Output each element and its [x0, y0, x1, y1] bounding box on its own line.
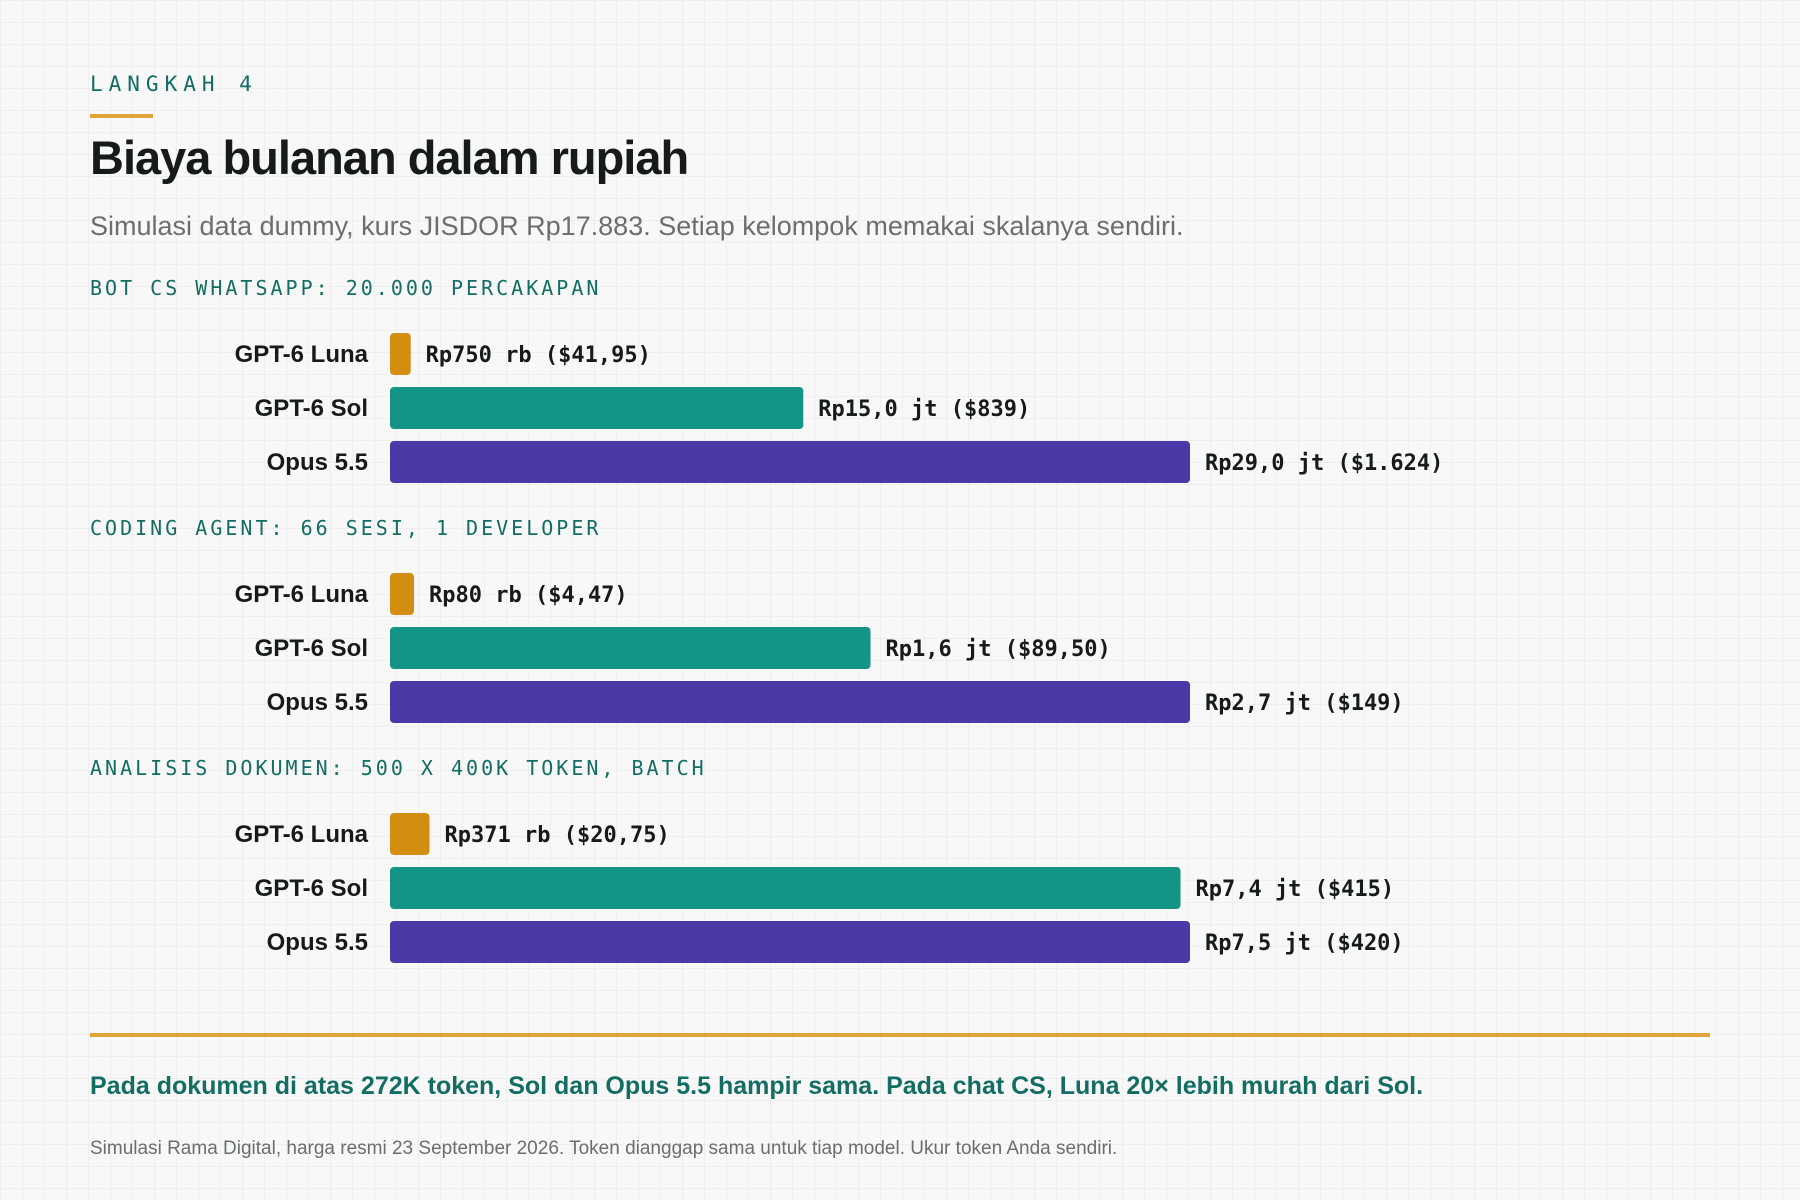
bar-category-label: Opus 5.5 [267, 689, 368, 716]
page: LANGKAH 4 Biaya bulanan dalam rupiah Sim… [90, 0, 1710, 1200]
bar-category-label: GPT-6 Luna [235, 581, 369, 608]
bar-category-label: GPT-6 Sol [255, 635, 368, 662]
group-title: BOT CS WHATSAPP: 20.000 PERCAKAPAN [90, 276, 601, 300]
bar [390, 627, 871, 669]
bar-value-label: Rp7,4 jt ($415) [1195, 877, 1394, 902]
bar-value-label: Rp1,6 jt ($89,50) [886, 637, 1111, 662]
bar-value-label: Rp2,7 jt ($149) [1205, 691, 1404, 716]
bar [390, 813, 430, 855]
bar-chart: BOT CS WHATSAPP: 20.000 PERCAKAPAN GPT-6 … [90, 270, 1710, 970]
footnote-text: Simulasi Rama Digital, harga resmi 23 Se… [90, 1138, 1118, 1159]
bar [390, 387, 804, 429]
bar-value-label: Rp750 rb ($41,95) [426, 343, 651, 368]
bar-value-label: Rp29,0 jt ($1.624) [1205, 451, 1443, 476]
bar-category-label: GPT-6 Sol [255, 875, 368, 902]
footer-rule [90, 1033, 1710, 1037]
bar-category-label: GPT-6 Sol [255, 395, 368, 422]
bar [390, 333, 411, 375]
bar-value-label: Rp7,5 jt ($420) [1205, 931, 1404, 956]
bar-value-label: Rp15,0 jt ($839) [818, 397, 1030, 422]
group-title: ANALISIS DOKUMEN: 500 X 400K TOKEN, BATC… [90, 756, 707, 780]
bar-value-label: Rp80 rb ($4,47) [429, 583, 628, 608]
bar [390, 681, 1190, 723]
bar [390, 921, 1190, 963]
bar [390, 867, 1181, 909]
eyebrow-rule [90, 114, 153, 118]
bar [390, 573, 414, 615]
bar [390, 441, 1190, 483]
step-eyebrow: LANGKAH 4 [90, 72, 258, 96]
chart-title: Biaya bulanan dalam rupiah [90, 131, 689, 184]
group-title: CODING AGENT: 66 SESI, 1 DEVELOPER [90, 516, 601, 540]
bar-category-label: Opus 5.5 [267, 449, 368, 476]
bar-value-label: Rp371 rb ($20,75) [445, 823, 670, 848]
bar-category-label: Opus 5.5 [267, 929, 368, 956]
chart-subtitle: Simulasi data dummy, kurs JISDOR Rp17.88… [90, 211, 1184, 241]
takeaway-text: Pada dokumen di atas 272K token, Sol dan… [90, 1072, 1424, 1100]
bar-category-label: GPT-6 Luna [235, 821, 369, 848]
bar-category-label: GPT-6 Luna [235, 341, 369, 368]
chart-svg: BOT CS WHATSAPP: 20.000 PERCAKAPAN GPT-6 … [90, 276, 1443, 963]
